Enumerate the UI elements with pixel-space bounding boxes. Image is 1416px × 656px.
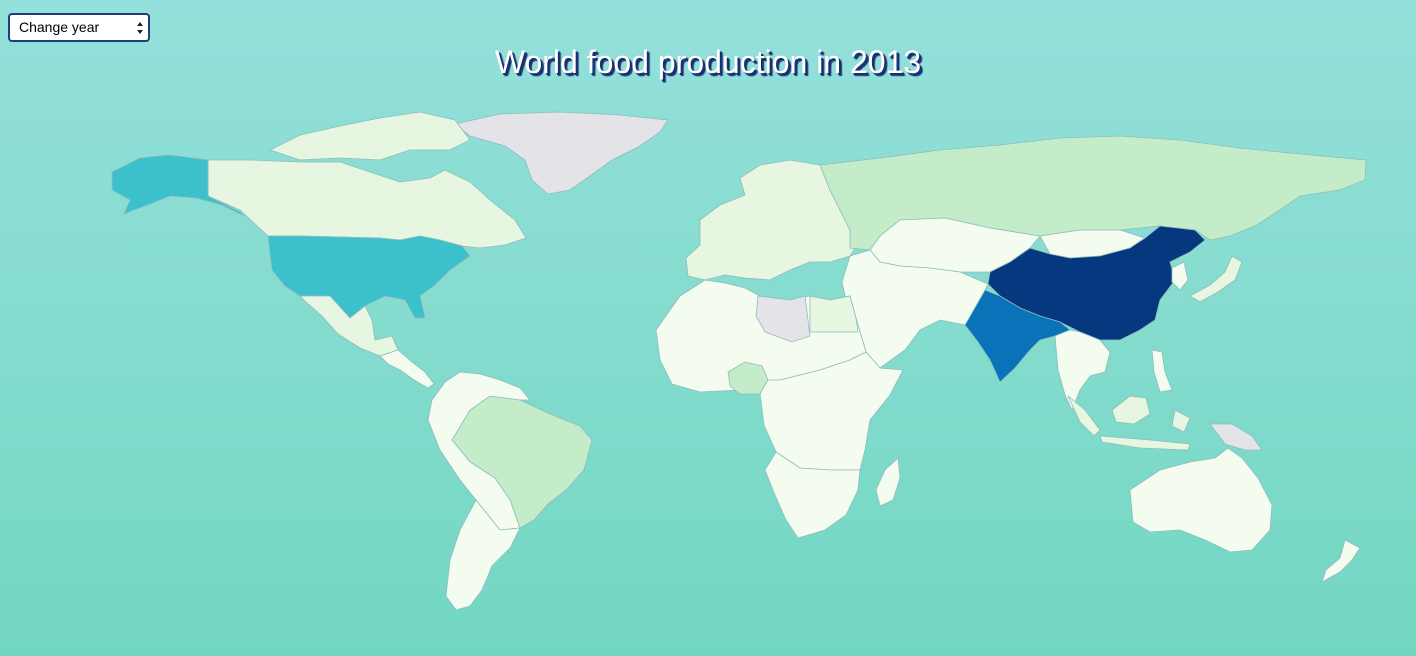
region-indonesia[interactable] [1067, 395, 1191, 451]
region-canada[interactable] [207, 159, 527, 249]
region-mexico[interactable] [299, 295, 399, 357]
region-new-zealand[interactable] [1321, 539, 1361, 583]
region-egypt[interactable] [809, 295, 859, 333]
region-philippines[interactable] [1151, 349, 1173, 393]
region-argentina[interactable] [445, 499, 521, 611]
region-southeast-asia[interactable] [1054, 329, 1111, 412]
year-select-label: Change year [19, 19, 100, 35]
year-select[interactable]: Change year [8, 13, 150, 42]
region-canada-islands[interactable] [268, 111, 471, 161]
region-australia[interactable] [1129, 447, 1273, 553]
region-southern-africa[interactable] [764, 451, 861, 539]
region-alaska[interactable] [111, 154, 245, 217]
region-libya[interactable] [755, 295, 811, 343]
region-madagascar[interactable] [875, 457, 901, 507]
region-united-states[interactable] [267, 235, 471, 319]
region-south-america-west[interactable] [427, 371, 531, 531]
region-greenland[interactable] [454, 111, 669, 195]
region-central-america[interactable] [379, 349, 435, 389]
region-japan[interactable] [1189, 255, 1243, 303]
chevron-up-down-icon [137, 22, 143, 34]
region-korea[interactable] [1171, 261, 1189, 291]
region-papua-new-guinea[interactable] [1209, 423, 1263, 451]
map-title: World food production in 2013 [494, 44, 922, 80]
